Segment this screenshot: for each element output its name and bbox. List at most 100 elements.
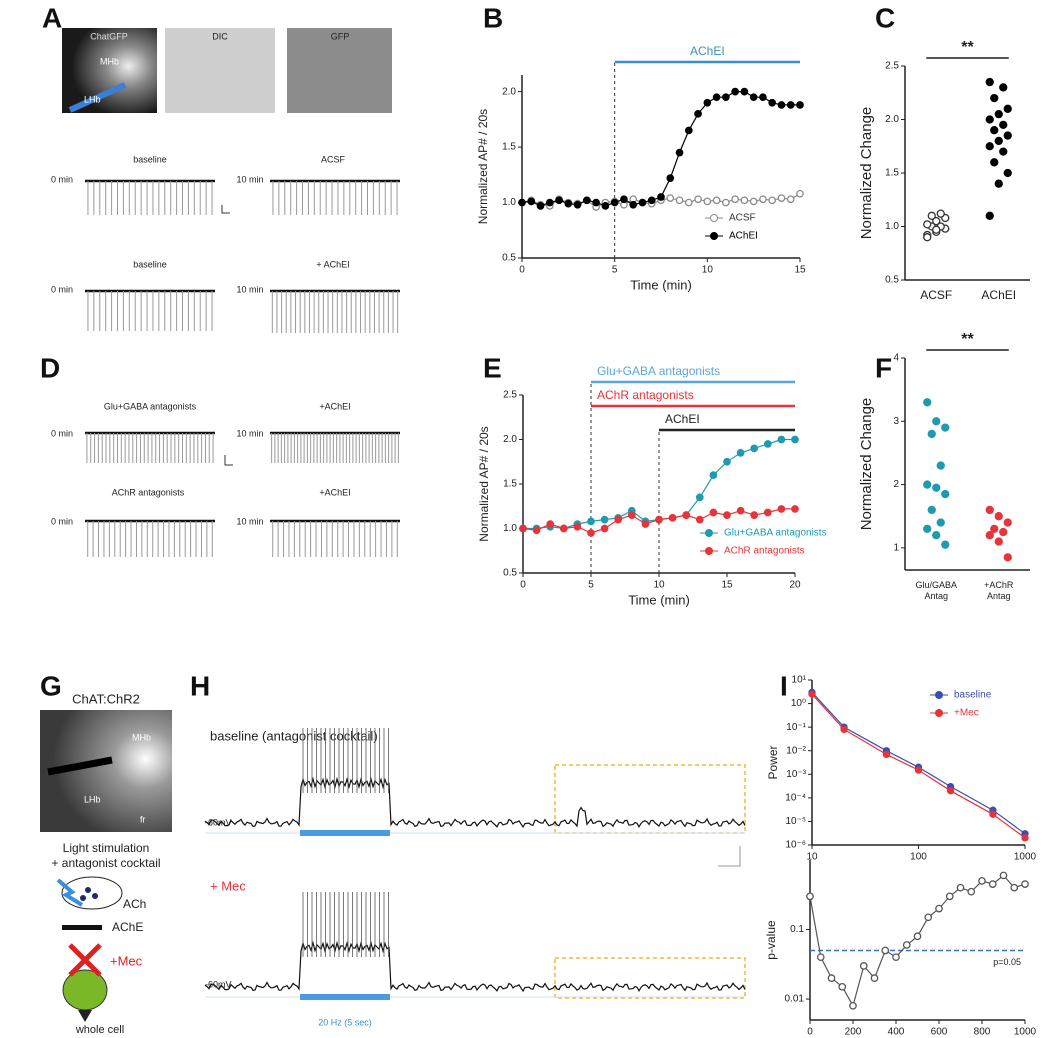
data-point <box>902 941 911 949</box>
data-point <box>655 515 663 524</box>
panel-label: C <box>875 2 895 33</box>
data-point <box>712 93 721 102</box>
panel-label: D <box>40 352 60 383</box>
data-point <box>999 83 1008 92</box>
data-point <box>1003 131 1012 140</box>
data-point <box>684 126 693 135</box>
voltage-label: -60mV <box>205 817 232 827</box>
data-point <box>985 531 994 540</box>
data-point <box>583 196 591 205</box>
x-axis-label: Time (min) <box>630 277 692 292</box>
y-tick-label: 10¹ <box>792 675 807 686</box>
stim-bar <box>300 994 390 1000</box>
x-tick-label: 0 <box>520 580 526 591</box>
x-axis-label: Time (min) <box>628 592 690 607</box>
data-point <box>838 982 847 991</box>
trace-label: + Mec <box>210 878 246 893</box>
time-label: 10 min <box>236 284 263 294</box>
data-point <box>941 423 950 432</box>
data-point <box>768 98 777 107</box>
legend-label: +Mec <box>954 708 979 719</box>
legend-label: Glu+GABA antagonists <box>724 528 827 539</box>
data-point <box>629 200 638 209</box>
data-point <box>684 198 693 207</box>
y-tick-label: 10⁰ <box>791 698 806 709</box>
data-point <box>923 220 932 229</box>
y-tick-label: 10⁻¹ <box>786 722 806 733</box>
panel-label: B <box>483 2 503 33</box>
data-point <box>1003 168 1012 178</box>
data-point <box>816 953 825 962</box>
y-tick-label: 1.0 <box>503 523 517 534</box>
data-point <box>722 93 730 102</box>
data-point <box>927 211 936 220</box>
data-point <box>695 493 704 502</box>
legend-marker <box>710 214 718 222</box>
vesicle <box>61 876 123 910</box>
data-point <box>666 194 675 202</box>
region-label: MHb <box>132 732 151 742</box>
scale-bar <box>221 205 230 214</box>
x-tick-label: 800 <box>974 1027 991 1038</box>
region-label: MHb <box>100 56 119 66</box>
y-axis-label: Normalized AP# / 20s <box>477 426 491 541</box>
data-point <box>723 511 731 520</box>
highlight-box <box>554 957 746 999</box>
x-tick-label: 15 <box>794 265 806 276</box>
data-point <box>723 457 731 466</box>
data-point <box>536 202 545 210</box>
data-point <box>941 489 950 499</box>
data-point <box>924 913 933 922</box>
legend-label: AChR antagonists <box>724 546 805 557</box>
data-point <box>736 506 745 515</box>
region-label: LHb <box>84 794 101 804</box>
block-mark <box>68 943 102 977</box>
voltage-trace <box>204 940 746 993</box>
y-axis-label: Normalized AP# / 20s <box>476 109 490 224</box>
micrograph <box>165 28 275 113</box>
condition-label: baseline <box>133 259 167 269</box>
data-point <box>892 953 900 962</box>
y-axis-label: Normalized Change <box>858 107 875 240</box>
y-tick-label: 2.0 <box>885 114 899 125</box>
legend-marker <box>935 691 943 699</box>
y-tick-label: 2.0 <box>503 434 517 445</box>
data-point <box>600 524 609 533</box>
panel-label: G <box>40 670 62 701</box>
data-point <box>1021 834 1029 842</box>
data-point <box>610 198 619 207</box>
data-point <box>627 511 636 520</box>
data-point <box>668 513 677 522</box>
x-tick-label: +AChR Antag <box>984 580 1014 601</box>
y-axis-label: p-value <box>764 920 778 960</box>
y-tick-label: 1.5 <box>503 479 517 490</box>
y-tick-label: 10⁻⁶ <box>785 840 806 851</box>
x-tick-label: AChEI <box>981 288 1016 302</box>
data-point <box>768 196 777 205</box>
data-point <box>881 946 890 955</box>
data-point <box>750 444 759 453</box>
x-tick-label: 10 <box>806 852 818 863</box>
data-point <box>736 448 745 457</box>
y-tick-label: 4 <box>893 353 899 364</box>
legend-marker <box>705 547 713 555</box>
y-tick-label: 1.0 <box>885 221 899 232</box>
data-point <box>638 198 647 207</box>
data-point <box>989 810 997 818</box>
series-line <box>521 91 800 207</box>
x-tick-label: 10 <box>702 265 714 276</box>
enzyme <box>62 925 102 930</box>
cell-body <box>78 1010 92 1022</box>
panel-label: A <box>42 2 62 33</box>
treatment-label: AChEI <box>690 44 725 58</box>
x-tick-label: 1000 <box>1014 1027 1037 1038</box>
y-tick-label: 0.5 <box>502 253 516 264</box>
data-point <box>600 515 609 524</box>
data-point <box>703 98 712 107</box>
data-point <box>946 787 955 795</box>
data-point <box>527 197 536 206</box>
x-tick-label: Glu/GABA Antag <box>915 580 957 601</box>
data-point <box>956 883 965 892</box>
data-point <box>994 136 1003 146</box>
data-point <box>994 179 1003 188</box>
